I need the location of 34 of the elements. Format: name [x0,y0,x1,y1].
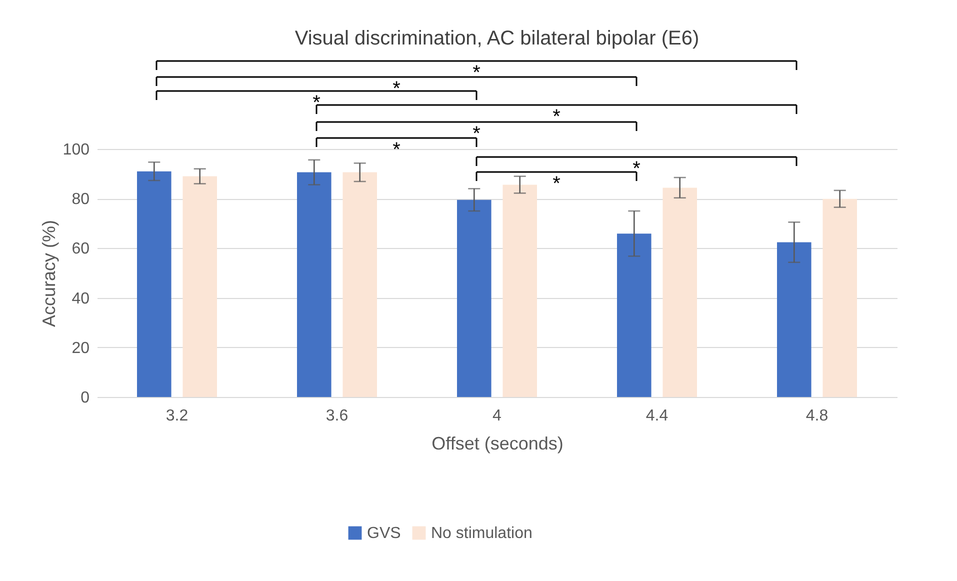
text: * [552,106,561,128]
bar [777,242,812,397]
x-axis-title: Offset (seconds) [432,434,564,454]
bar [822,198,857,397]
x-tick-label: 4.4 [646,408,668,424]
y-tick-label: 60 [72,240,90,258]
text: * [312,92,321,114]
y-tick-label: 0 [80,390,90,406]
text: * [472,123,481,145]
y-axis-title: Accuracy (%) [38,220,59,328]
text: * [472,62,481,84]
legend-label: No stimulation [431,525,532,542]
annotation: * [632,158,641,180]
bar [662,188,697,397]
y-tick-label: 40 [72,290,90,308]
x-tick-label: 3.2 [166,408,188,424]
annotation: * [552,173,561,195]
bar [182,176,217,397]
y-tick-label: 100 [62,142,90,158]
y-tick-label: 20 [72,340,90,357]
legend-label: GVS [367,525,401,542]
bar [137,171,172,397]
x-tick-label: 3.6 [326,408,348,424]
y-tick-label: 80 [72,191,90,208]
chart-title: Visual discrimination, AC bilateral bipolar (E6) [294,27,700,50]
bar [342,172,377,397]
bar [617,234,652,397]
x-tick-label: 4.8 [806,408,828,424]
bar [297,172,332,397]
bar [502,184,537,397]
annotation: * [392,139,401,161]
text: * [392,78,401,100]
bar [457,200,492,397]
x-tick-label: 4 [492,408,502,424]
